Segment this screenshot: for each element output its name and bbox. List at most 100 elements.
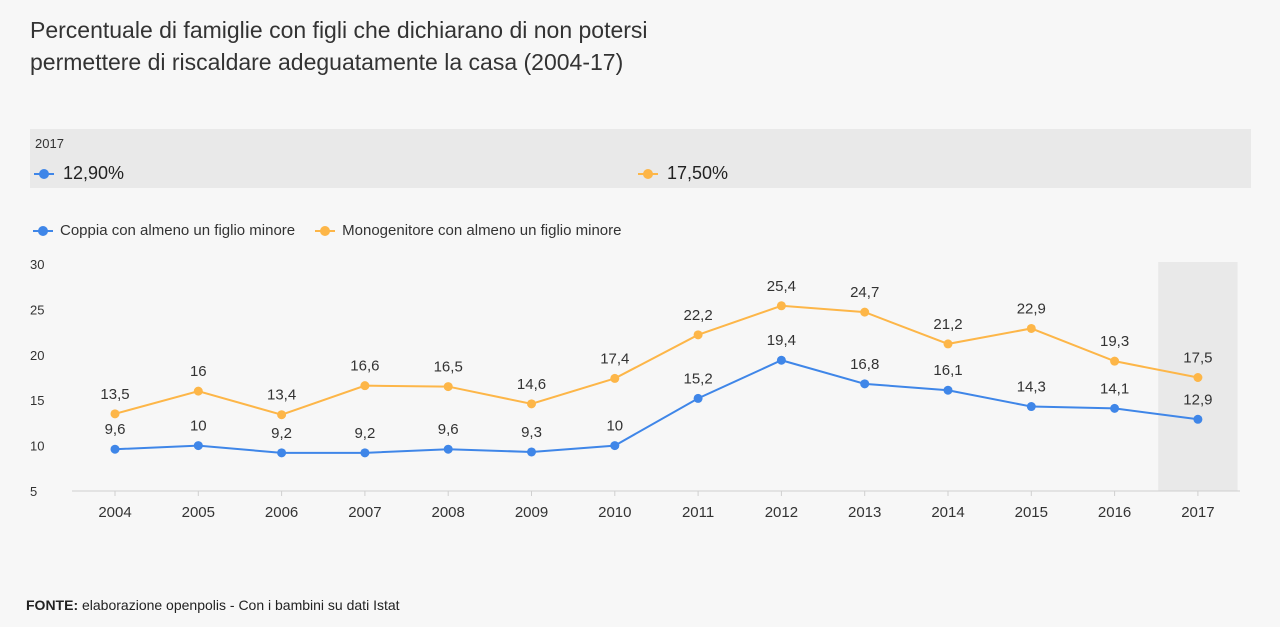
data-point bbox=[1110, 356, 1120, 366]
data-point bbox=[610, 441, 620, 451]
source-label: FONTE: bbox=[26, 597, 79, 613]
legend-label-monogenitore: Monogenitore con almeno un figlio minore bbox=[342, 222, 622, 239]
data-point bbox=[1026, 323, 1036, 333]
data-label: 16 bbox=[190, 363, 207, 380]
data-label: 10 bbox=[190, 418, 207, 435]
data-point bbox=[443, 444, 453, 454]
data-point bbox=[193, 441, 203, 451]
data-label: 22,9 bbox=[1017, 300, 1046, 317]
y-tick-label: 5 bbox=[30, 484, 37, 499]
data-point bbox=[943, 339, 953, 349]
y-tick-label: 10 bbox=[30, 439, 44, 454]
y-tick-label: 20 bbox=[30, 348, 44, 363]
series-line-0 bbox=[114, 359, 1199, 454]
data-point bbox=[1193, 414, 1203, 424]
data-label: 16,6 bbox=[350, 358, 379, 375]
chart-title-line-1: Percentuale di famiglie con figli che di… bbox=[30, 17, 648, 43]
data-point bbox=[527, 447, 536, 457]
data-point bbox=[693, 393, 703, 403]
data-point bbox=[860, 379, 870, 389]
source-text: elaborazione openpolis - Con i bambini s… bbox=[78, 597, 400, 613]
x-tick-label: 2010 bbox=[598, 504, 631, 521]
x-tick-label: 2006 bbox=[265, 504, 298, 521]
data-point bbox=[110, 444, 120, 454]
data-label: 22,2 bbox=[683, 307, 712, 324]
data-label: 14,1 bbox=[1100, 380, 1129, 397]
x-tick-label: 2008 bbox=[432, 504, 465, 521]
x-tick-label: 2011 bbox=[682, 504, 714, 521]
data-label: 9,6 bbox=[438, 421, 459, 438]
tooltip-value-monogenitore: 17,50% bbox=[638, 163, 728, 184]
data-point bbox=[277, 448, 287, 458]
x-tick-label: 2004 bbox=[98, 504, 131, 521]
data-point bbox=[1193, 373, 1203, 382]
x-tick-label: 2015 bbox=[1015, 504, 1048, 521]
chart-legend: Coppia con almeno un figlio minore Monog… bbox=[33, 222, 641, 239]
data-label: 9,2 bbox=[354, 425, 375, 442]
data-point bbox=[277, 410, 287, 420]
data-label: 16,5 bbox=[434, 359, 463, 376]
data-point bbox=[193, 386, 203, 396]
data-label: 19,3 bbox=[1100, 333, 1129, 350]
x-tick-label: 2007 bbox=[348, 504, 381, 521]
blue-legend-marker-icon bbox=[33, 225, 53, 237]
x-tick-label: 2016 bbox=[1098, 504, 1131, 521]
data-point bbox=[610, 373, 620, 383]
data-point bbox=[443, 382, 453, 392]
data-point bbox=[360, 381, 370, 391]
orange-series-marker-icon bbox=[638, 168, 658, 180]
data-label: 24,7 bbox=[850, 284, 879, 301]
x-tick-label: 2009 bbox=[515, 504, 548, 521]
data-label: 15,2 bbox=[683, 370, 712, 387]
data-label: 16,1 bbox=[933, 362, 962, 379]
data-point bbox=[527, 399, 536, 409]
series-line-1 bbox=[114, 304, 1199, 416]
data-label: 13,5 bbox=[100, 386, 129, 403]
data-point bbox=[776, 355, 786, 365]
x-tick-label: 2017 bbox=[1181, 504, 1214, 521]
data-label: 19,4 bbox=[767, 332, 796, 349]
data-point bbox=[1110, 403, 1120, 413]
source-note: FONTE: elaborazione openpolis - Con i ba… bbox=[26, 597, 400, 613]
y-tick-label: 25 bbox=[30, 302, 44, 317]
x-tick-label: 2014 bbox=[931, 504, 964, 521]
y-tick-label: 15 bbox=[30, 393, 44, 408]
data-point bbox=[360, 448, 370, 458]
legend-item-monogenitore[interactable]: Monogenitore con almeno un figlio minore bbox=[315, 222, 621, 239]
data-label: 17,4 bbox=[600, 350, 629, 367]
data-label: 13,4 bbox=[267, 387, 296, 404]
tooltip-value-monogenitore-text: 17,50% bbox=[667, 163, 729, 183]
y-tick-label: 30 bbox=[30, 257, 44, 272]
x-tick-label: 2012 bbox=[765, 504, 798, 521]
data-label: 17,5 bbox=[1183, 350, 1212, 367]
chart-title-line-2: permettere di riscaldare adeguatamente l… bbox=[30, 49, 624, 75]
data-label: 25,4 bbox=[767, 278, 796, 295]
data-label: 9,3 bbox=[521, 424, 542, 441]
chart-title: Percentuale di famiglie con figli che di… bbox=[30, 14, 930, 78]
data-label: 10 bbox=[606, 418, 623, 435]
x-tick-label: 2005 bbox=[182, 504, 215, 521]
tooltip-panel: 2017 12,90% 17,50% bbox=[30, 129, 1251, 188]
tooltip-value-coppia-text: 12,90% bbox=[63, 163, 125, 183]
data-label: 9,6 bbox=[105, 421, 126, 438]
data-point bbox=[693, 330, 703, 340]
data-point bbox=[1026, 402, 1036, 412]
tooltip-year: 2017 bbox=[35, 136, 64, 151]
orange-legend-marker-icon bbox=[315, 225, 336, 237]
data-label: 14,6 bbox=[517, 376, 546, 393]
data-point bbox=[943, 385, 953, 395]
data-point bbox=[860, 307, 870, 317]
data-label: 9,2 bbox=[271, 425, 292, 442]
data-label: 14,3 bbox=[1017, 379, 1046, 396]
data-point bbox=[776, 301, 786, 311]
tooltip-value-coppia: 12,90% bbox=[34, 163, 124, 184]
data-label: 16,8 bbox=[850, 356, 879, 373]
data-label: 21,2 bbox=[933, 316, 962, 333]
data-label: 12,9 bbox=[1183, 391, 1212, 408]
legend-item-coppia[interactable]: Coppia con almeno un figlio minore bbox=[33, 222, 295, 239]
data-point bbox=[110, 409, 120, 419]
x-tick-label: 2013 bbox=[848, 504, 881, 521]
blue-series-marker-icon bbox=[34, 168, 54, 180]
legend-label-coppia: Coppia con almeno un figlio minore bbox=[60, 222, 296, 239]
